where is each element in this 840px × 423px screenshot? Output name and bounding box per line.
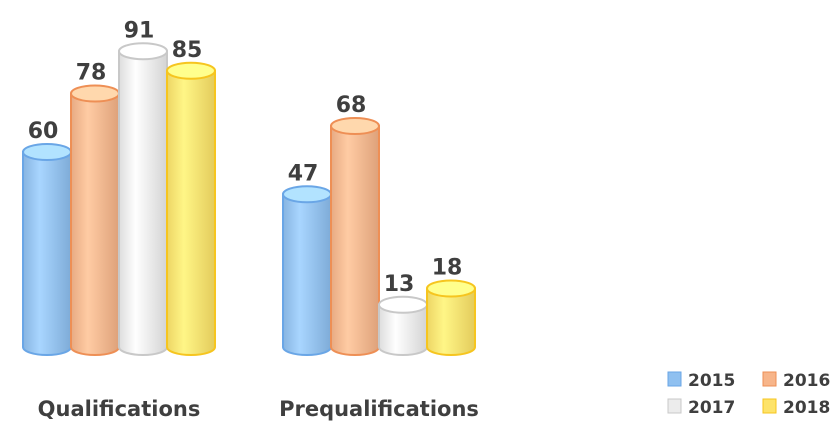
value-label-qualifications-2016: 78 [76,61,107,86]
bar-qualifications-2015 [23,144,71,355]
category-label-prequalifications: Prequalifications [279,397,479,421]
value-label-prequalifications-2018: 18 [432,256,463,281]
legend-swatch [668,399,681,413]
bar-prequalifications-2018 [427,281,475,356]
cylinder-top [331,118,379,134]
bar-qualifications-2016 [71,86,119,356]
cylinder-top [119,43,167,59]
legend-item-2017: 2017 [668,398,735,418]
legend-item-2016: 2016 [763,371,830,391]
category-label-qualifications: Qualifications [38,397,201,421]
value-label-prequalifications-2017: 13 [384,272,415,297]
legend-item-2015: 2015 [668,371,735,391]
bar-prequalifications-2017 [379,297,427,355]
bar-qualifications-2017 [119,43,167,355]
cylinder-body [119,51,167,355]
cylinder-top [283,186,331,202]
cylinder-top [427,281,475,297]
bar-qualifications-2018 [167,63,215,355]
value-label-prequalifications-2016: 68 [336,93,367,118]
legend-item-2018: 2018 [763,398,830,418]
cylinder-top [71,86,119,102]
cylinder-body [167,71,215,355]
cylinder-top [23,144,71,160]
bar-prequalifications-2016 [331,118,379,355]
cylinder-body [71,94,119,356]
category-labels-group: Qualifications Prequalifications [38,397,479,421]
legend-label: 2018 [783,398,830,418]
legend-swatch [763,399,776,413]
legend-label: 2015 [688,371,735,391]
cylinder-body [427,289,475,356]
legend-swatch [668,372,681,386]
cylinder-top [167,63,215,79]
bars-group [23,43,475,355]
value-label-qualifications-2017: 91 [124,18,155,43]
cylinder-body [283,194,331,355]
cylinder-top [379,297,427,313]
value-label-qualifications-2018: 85 [172,38,203,63]
value-label-qualifications-2015: 60 [28,119,59,144]
cylinder-body [23,152,71,355]
legend: 2015 2016 2017 2018 [668,371,830,418]
value-label-prequalifications-2015: 47 [288,161,319,186]
legend-label: 2017 [688,398,735,418]
bar-prequalifications-2015 [283,186,331,355]
cylinder-body [331,126,379,355]
legend-swatch [763,372,776,386]
legend-label: 2016 [783,371,830,391]
